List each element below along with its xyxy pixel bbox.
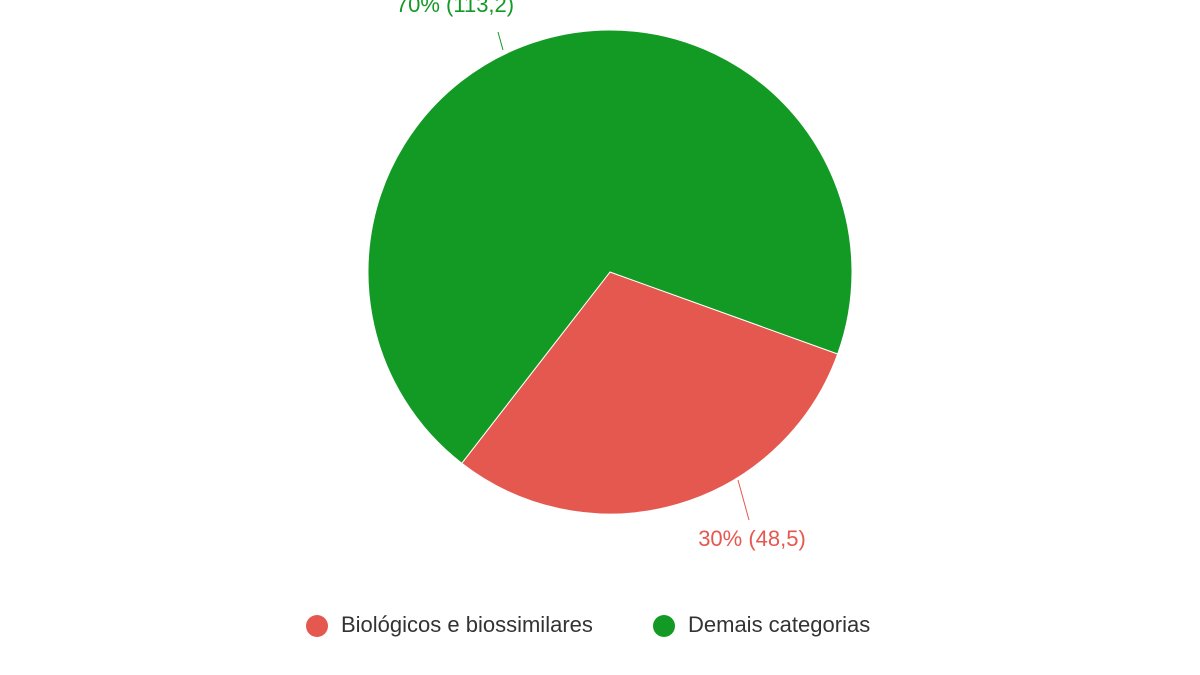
- data-label: 70% (113,2): [396, 0, 514, 17]
- legend-label: Biológicos e biossimilares: [341, 612, 593, 637]
- leader-line: [737, 479, 750, 521]
- legend-marker: [653, 615, 675, 637]
- data-label: 30% (48,5): [698, 526, 806, 551]
- legend-label: Demais categorias: [688, 612, 870, 637]
- pie-slice: [367, 29, 853, 464]
- pie-slice: [461, 271, 839, 515]
- leader-line: [497, 31, 504, 51]
- legend-marker: [306, 615, 328, 637]
